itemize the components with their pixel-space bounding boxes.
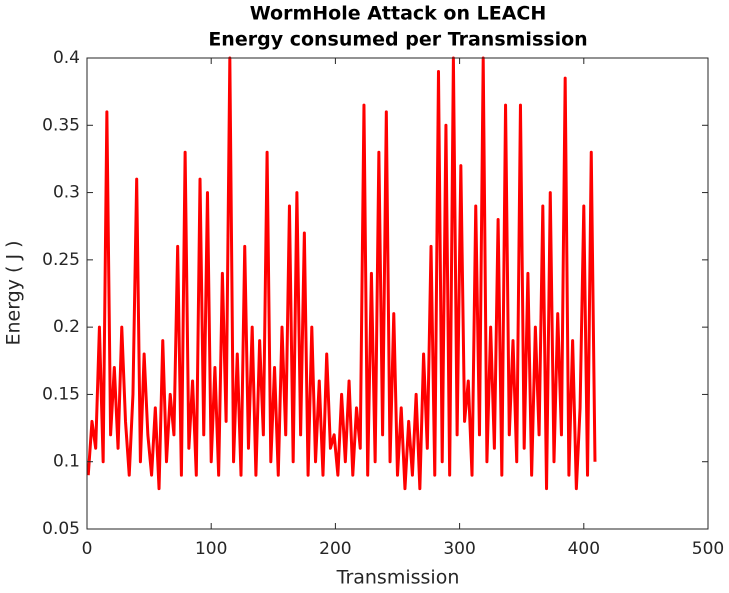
y-tick-label: 0.2: [53, 317, 80, 337]
y-tick-label: 0.1: [53, 452, 80, 472]
x-tick-label: 0: [82, 539, 93, 559]
chart-subtitle: Energy consumed per Transmission: [208, 29, 587, 51]
y-tick-label: 0.35: [42, 115, 80, 135]
axes-box: [86, 57, 709, 530]
chart-title: WormHole Attack on LEACH: [250, 3, 547, 25]
x-axis-label: Transmission: [336, 567, 460, 589]
x-tick-label: 100: [195, 539, 227, 559]
y-tick-label: 0.15: [42, 384, 80, 404]
x-tick-label: 400: [568, 539, 600, 559]
y-tick-label: 0.3: [53, 183, 80, 203]
y-tick-label: 0.4: [53, 48, 80, 68]
x-tick-label: 300: [443, 539, 475, 559]
x-tick-label: 500: [692, 539, 724, 559]
y-tick-label: 0.25: [42, 250, 80, 270]
y-tick-label: 0.05: [42, 519, 80, 539]
x-tick-label: 200: [319, 539, 351, 559]
y-axis-label: Energy ( J ): [3, 240, 25, 345]
data-line: [86, 56, 597, 491]
